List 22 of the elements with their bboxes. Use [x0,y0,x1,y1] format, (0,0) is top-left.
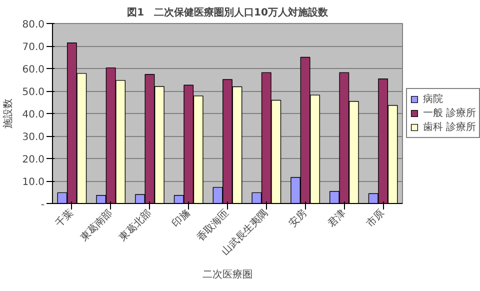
y-tick-label: 20.0 [22,154,44,166]
x-tick-label: 東葛北部 [116,206,154,244]
y-axis-title: 施設数 [2,98,14,128]
legend-label: 一般 診療所 [423,106,476,120]
y-tick-label: - [40,200,45,210]
y-tick-label: 40.0 [22,110,44,120]
x-tick-label: 安房 [286,206,310,230]
y-tick-label: 30.0 [22,132,44,143]
x-tick-label: 東葛南部 [78,206,115,244]
x-tick-label: 千葉 [53,206,76,230]
y-tick-label: 60.0 [22,64,44,76]
y-tick-label: 80.0 [22,20,44,30]
y-tick-label: 50.0 [22,87,44,98]
x-tick-label: 君津 [325,206,348,230]
legend-label: 歯科 診療所 [423,120,476,134]
x-tick-label: 印旛 [170,206,192,230]
x-tick-label: 市原 [364,206,387,230]
x-axis-title: 二次医療圏 [202,268,252,281]
y-tick-label: 10.0 [22,177,44,188]
chart-title: 図1 二次保健医療圏別人口10万人対施設数 [127,6,329,18]
legend-label: 病院 [423,92,443,106]
y-tick-label: 70.0 [22,42,44,53]
